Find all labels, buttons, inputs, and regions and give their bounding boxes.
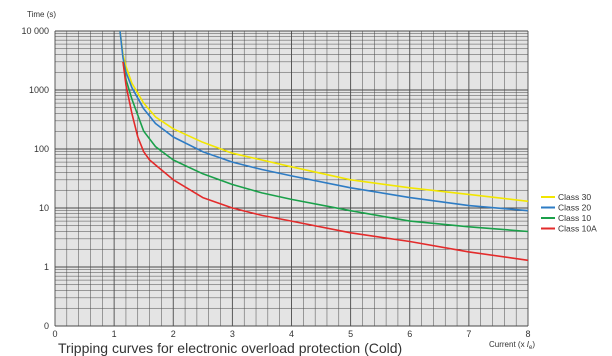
- series-lines: [119, 30, 529, 262]
- legend-label: Class 30: [558, 192, 591, 202]
- series-line: [122, 61, 529, 233]
- y-tick-label: 100: [34, 144, 49, 154]
- chart-caption: Tripping curves for electronic overload …: [58, 340, 402, 356]
- x-axis-label: Current (x Ie): [489, 340, 535, 351]
- y-tick-label: 1: [44, 262, 49, 272]
- x-tick-label: 8: [525, 329, 530, 339]
- x-tick-label: 3: [230, 329, 235, 339]
- x-tick-label: 6: [407, 329, 412, 339]
- x-tick-label: 4: [289, 329, 294, 339]
- legend-label: Class 20: [558, 203, 591, 213]
- x-tick-label: 1: [112, 329, 117, 339]
- series-line: [119, 30, 529, 203]
- y-tick-label: 0: [44, 321, 49, 331]
- legend-label: Class 10: [558, 213, 591, 223]
- y-tick-label: 10: [39, 203, 49, 213]
- x-tick-label: 2: [171, 329, 176, 339]
- series-line: [122, 61, 529, 262]
- y-tick-label: 1000: [29, 85, 49, 95]
- x-tick-label: 7: [466, 329, 471, 339]
- tick-labels: 0 1 2 3 4 5 6 7 8 1 10 100 1000 10 000 0: [21, 26, 530, 339]
- legend-label: Class 10A: [558, 224, 597, 234]
- y-axis-label: Time (s): [27, 10, 56, 19]
- x-tick-label: 5: [348, 329, 353, 339]
- x-tick-label: 0: [52, 329, 57, 339]
- series-line: [119, 30, 529, 212]
- grid: [54, 30, 529, 327]
- y-tick-label: 10 000: [21, 26, 49, 36]
